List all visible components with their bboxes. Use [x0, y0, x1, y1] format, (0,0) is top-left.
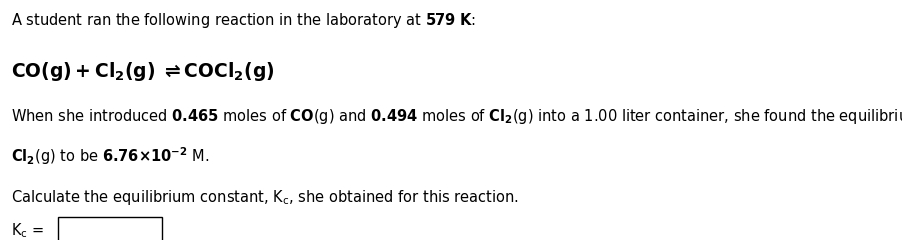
- Text: $\mathbf{CO(g) + Cl_2(g)}$ $\mathbf{\rightleftharpoons}$$\mathbf{COCl_2(g)}$: $\mathbf{CO(g) + Cl_2(g)}$ $\mathbf{\rig…: [11, 60, 274, 83]
- Text: A student ran the following reaction in the laboratory at $\bf{579}$ $\bf{K}$:: A student ran the following reaction in …: [11, 11, 475, 30]
- Text: K$_\mathrm{c}$ =: K$_\mathrm{c}$ =: [11, 221, 44, 240]
- Bar: [58, 217, 161, 240]
- Text: When she introduced $\mathbf{0.465}$ moles of $\mathbf{CO}$(g) and $\mathbf{0.49: When she introduced $\mathbf{0.465}$ mol…: [11, 107, 902, 126]
- Text: Calculate the equilibrium constant, K$_\mathrm{c}$, she obtained for this reacti: Calculate the equilibrium constant, K$_\…: [11, 188, 518, 207]
- Text: $\mathbf{Cl_2}$(g) to be $\mathbf{6.76{\times}10^{-2}}$ M.: $\mathbf{Cl_2}$(g) to be $\mathbf{6.76{\…: [11, 145, 209, 167]
